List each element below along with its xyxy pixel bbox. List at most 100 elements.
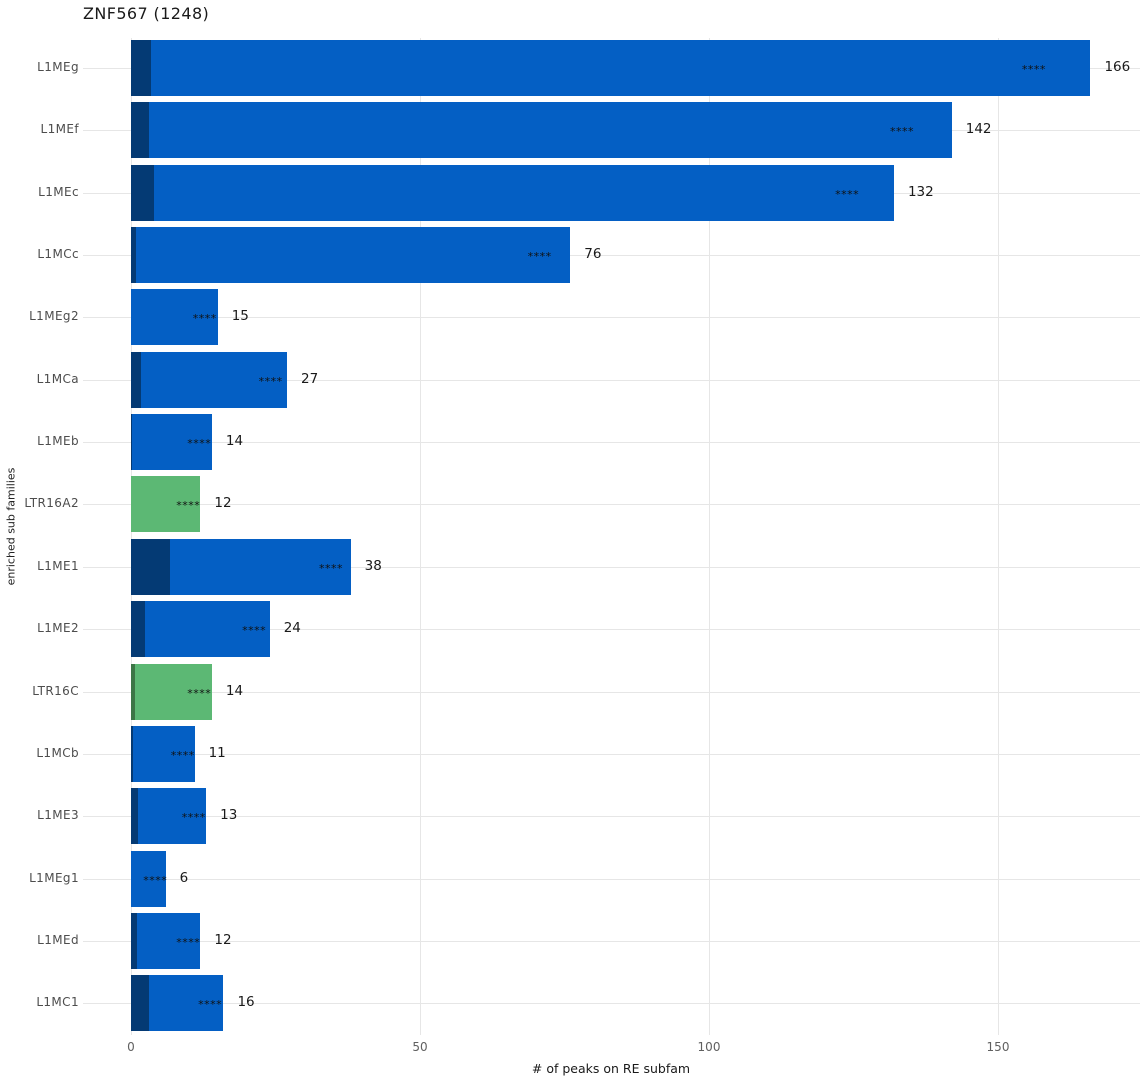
significance-marker: **** — [170, 748, 195, 762]
bar-value-label: 6 — [179, 869, 189, 886]
significance-marker: **** — [258, 374, 283, 388]
x-tick-label: 150 — [986, 1040, 1010, 1054]
bar — [131, 40, 1091, 96]
category-label: L1MEg2 — [29, 309, 79, 324]
x-axis-title: # of peaks on RE subfam — [531, 1061, 691, 1076]
significance-marker: **** — [1021, 63, 1046, 76]
x-gridline — [709, 38, 710, 1035]
significance-marker: **** — [890, 125, 915, 139]
bar-value-label: 16 — [237, 994, 255, 1011]
bar — [131, 538, 351, 595]
significance-marker: **** — [143, 873, 168, 887]
bar — [131, 351, 288, 408]
significance-marker: **** — [835, 187, 860, 201]
bar-dark-segment — [131, 164, 155, 221]
bar — [131, 476, 201, 533]
bar — [131, 289, 218, 346]
bar — [131, 164, 894, 221]
significance-marker: **** — [318, 561, 343, 575]
x-tick-label: 0 — [127, 1040, 135, 1054]
row-gridline — [83, 1003, 1140, 1005]
x-gridline — [998, 38, 999, 1035]
category-label: L1MCa — [36, 371, 79, 386]
row-gridline — [83, 317, 1140, 319]
x-tick-label: 50 — [412, 1040, 428, 1054]
bar-dark-segment — [131, 227, 137, 284]
category-label: L1ME3 — [37, 808, 79, 823]
bar — [131, 725, 195, 782]
bar-value-label: 132 — [907, 183, 934, 200]
significance-marker: **** — [176, 499, 201, 513]
bar — [131, 975, 224, 1032]
bar — [131, 227, 571, 284]
significance-marker: **** — [181, 811, 206, 825]
bar-value-label: 14 — [225, 682, 244, 699]
row-gridline — [83, 629, 1140, 631]
bar-dark-segment — [131, 788, 138, 845]
category-label: L1MEb — [37, 434, 79, 449]
category-label: L1MCb — [36, 745, 79, 760]
category-label: L1MCc — [37, 247, 79, 262]
significance-marker: **** — [527, 250, 552, 264]
category-label: L1ME1 — [37, 558, 79, 573]
x-tick-label: 100 — [697, 1040, 721, 1054]
bar-value-label: 12 — [214, 495, 232, 512]
category-label: L1MEd — [37, 932, 79, 947]
row-gridline — [83, 816, 1140, 818]
row-gridline — [83, 566, 1140, 568]
bar-value-label: 12 — [214, 931, 232, 948]
bar-value-label: 11 — [208, 744, 226, 761]
row-gridline — [83, 379, 1140, 381]
bar-dark-segment — [131, 351, 141, 408]
category-label: L1ME2 — [37, 621, 79, 636]
x-gridline — [420, 38, 421, 1035]
row-gridline — [83, 691, 1140, 693]
bar-dark-segment — [131, 538, 170, 595]
row-gridline — [83, 504, 1140, 506]
bar — [131, 414, 212, 471]
significance-marker: **** — [242, 624, 267, 638]
x-gridline — [131, 38, 132, 1035]
bar-dark-segment — [131, 102, 149, 159]
category-label: L1MEg — [37, 60, 79, 74]
bar — [131, 601, 270, 658]
bar-dark-segment — [131, 725, 134, 782]
bar-dark-segment — [131, 912, 138, 969]
row-gridline — [83, 753, 1140, 755]
bar-value-label: 27 — [301, 370, 319, 387]
bar-value-label: 166 — [1104, 59, 1131, 75]
row-gridline — [83, 255, 1140, 257]
bar-dark-segment — [131, 663, 136, 720]
row-gridline — [83, 442, 1140, 444]
category-label: LTR16A2 — [24, 496, 79, 511]
category-label: L1MEc — [38, 184, 79, 199]
bar — [131, 912, 201, 969]
category-label: L1MEg1 — [29, 870, 79, 885]
bar-value-label: 24 — [283, 620, 301, 637]
bar-dark-segment — [131, 414, 133, 471]
significance-marker: **** — [192, 312, 217, 326]
bar-dark-segment — [131, 601, 145, 658]
category-label: L1MEf — [40, 122, 79, 137]
y-axis-title: enriched sub families — [4, 467, 18, 586]
bar-value-label: 142 — [965, 121, 992, 138]
category-label: L1MC1 — [36, 995, 79, 1010]
significance-marker: **** — [176, 935, 201, 949]
bar-value-label: 14 — [225, 433, 244, 450]
bar — [131, 102, 952, 159]
bar — [131, 788, 207, 845]
bar-value-label: 38 — [364, 557, 382, 574]
bar — [131, 850, 166, 907]
bar-dark-segment — [131, 40, 152, 96]
bar-value-label: 15 — [231, 308, 249, 325]
significance-marker: **** — [198, 998, 223, 1012]
significance-marker: **** — [187, 686, 212, 700]
bar-value-label: 13 — [220, 807, 238, 824]
chart-title: ZNF567 (1248) — [83, 4, 210, 23]
bar-value-label: 76 — [584, 246, 602, 263]
category-label: LTR16C — [32, 683, 79, 698]
bar — [131, 663, 212, 720]
significance-marker: **** — [187, 437, 212, 451]
row-gridline — [83, 940, 1140, 942]
